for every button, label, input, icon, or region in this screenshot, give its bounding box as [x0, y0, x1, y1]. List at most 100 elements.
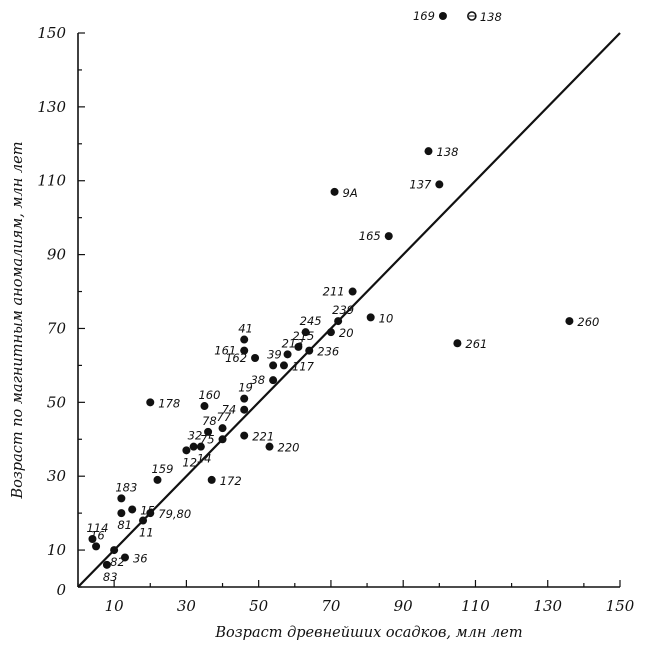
data-point — [453, 339, 462, 348]
data-point — [251, 354, 260, 363]
y-axis-ticks: 10 30 50 70 90 110 130 150 0 — [37, 24, 85, 599]
data-point-label: 236 — [317, 345, 339, 359]
data-point-label: 261 — [465, 337, 487, 351]
data-point-label: 14 — [197, 452, 212, 466]
x-tick-label: 30 — [177, 597, 197, 615]
data-point — [240, 405, 249, 414]
data-point — [330, 187, 339, 196]
data-point-label: 169 — [413, 9, 435, 23]
data-point-label: 41 — [238, 322, 253, 336]
y-tick-label: 30 — [47, 467, 67, 485]
x-tick-label: 150 — [606, 597, 635, 615]
data-point-label: 10 — [379, 311, 394, 325]
data-point — [139, 516, 148, 525]
data-point — [279, 361, 288, 370]
data-point-label: 74 — [222, 403, 237, 417]
data-point — [102, 560, 111, 569]
data-point-label: 32 — [188, 429, 203, 443]
data-point-label: 39 — [267, 347, 282, 361]
data-point-label: 19 — [238, 381, 253, 395]
data-point-label: 138 — [480, 10, 502, 24]
y-tick-label: 70 — [47, 319, 67, 337]
data-point — [265, 442, 274, 451]
data-point — [128, 505, 137, 514]
data-points: 169 1381381379A16526026121123910202452362… — [86, 9, 599, 584]
data-point — [565, 317, 574, 326]
data-point-label: 245 — [300, 314, 322, 328]
y-axis-title: Возраст по магнитным аномалиям, млн лет — [10, 142, 26, 500]
y-zero-label: 0 — [56, 581, 66, 599]
data-point-label: 239 — [332, 303, 354, 317]
data-point-label: 9A — [343, 186, 358, 200]
data-point-label: 160 — [198, 388, 220, 402]
data-point — [88, 534, 97, 543]
data-point-label: 183 — [115, 480, 137, 494]
data-point-label: 114 — [86, 521, 108, 535]
x-axis-ticks: 10 30 50 70 90 110 130 150 — [77, 580, 635, 615]
data-point — [435, 180, 444, 189]
data-point — [117, 509, 126, 518]
data-point — [326, 328, 335, 337]
data-point-label: 36 — [133, 551, 148, 565]
data-point — [240, 394, 249, 403]
data-point-label: 159 — [151, 462, 173, 476]
data-point-label: 260 — [577, 315, 599, 329]
y-tick-label: 10 — [47, 541, 67, 559]
data-point-label: 79,80 — [158, 507, 191, 521]
data-point — [120, 553, 129, 562]
data-point-label: 172 — [220, 474, 242, 488]
data-point-label: 78 — [202, 414, 217, 428]
data-point-label: 220 — [278, 441, 300, 455]
x-tick-label: 90 — [394, 597, 414, 615]
x-axis-title: Возраст древнейших осадков, млн лет — [214, 625, 522, 641]
data-point-label: 38 — [250, 373, 265, 387]
data-point-label: 11 — [139, 526, 154, 540]
y-tick-label: 130 — [37, 98, 66, 116]
x-tick-label: 70 — [321, 597, 341, 615]
data-point-label: 81 — [117, 518, 132, 532]
data-point — [218, 424, 227, 433]
y-tick-label: 90 — [47, 246, 67, 264]
data-point-label: 211 — [323, 285, 345, 299]
data-point — [334, 317, 343, 326]
data-point — [348, 287, 357, 296]
data-point — [269, 376, 278, 385]
data-point-label: 82 — [110, 555, 125, 569]
data-point — [189, 442, 198, 451]
data-point — [182, 446, 191, 455]
data-point — [269, 361, 278, 370]
data-point — [424, 147, 433, 156]
data-point-label: 161 — [214, 344, 236, 358]
data-point — [146, 398, 155, 407]
data-point — [207, 475, 216, 484]
data-point — [204, 427, 213, 436]
data-point-label: 137 — [409, 177, 432, 191]
reference-line — [77, 32, 621, 588]
x-tick-label: 110 — [461, 597, 490, 615]
y-tick-label: 150 — [37, 24, 66, 42]
data-point — [153, 475, 162, 484]
y-tick-label: 50 — [47, 393, 67, 411]
data-point-label: 83 — [103, 570, 118, 584]
data-point — [218, 435, 227, 444]
data-point-label: 165 — [359, 229, 381, 243]
data-point-label: 12 — [182, 455, 197, 469]
data-point — [92, 542, 101, 551]
data-point — [240, 335, 249, 344]
data-point — [384, 232, 393, 241]
data-point — [146, 509, 155, 518]
data-point — [438, 12, 447, 20]
diagonal-line — [77, 32, 621, 588]
data-point-label: 215 — [292, 329, 314, 343]
axes — [77, 33, 620, 588]
data-point-label: 162 — [225, 351, 247, 365]
data-point — [196, 442, 205, 451]
x-tick-label: 50 — [249, 597, 269, 615]
data-point-label: 178 — [158, 396, 180, 410]
data-point — [283, 350, 292, 359]
data-point — [200, 402, 209, 411]
data-point — [366, 313, 375, 322]
x-tick-label: 130 — [533, 597, 562, 615]
data-point — [301, 328, 310, 337]
